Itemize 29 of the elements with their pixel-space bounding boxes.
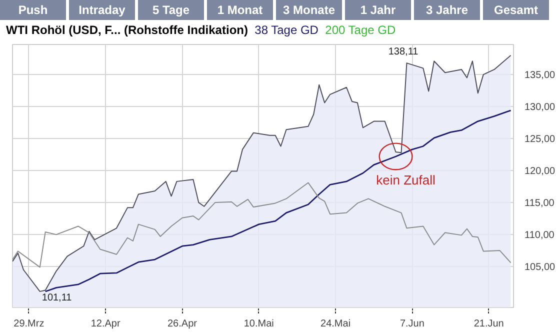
y-tick-label: 130,00 <box>524 102 556 114</box>
legend-label: 200 Tage GD <box>325 23 396 37</box>
line-series <box>44 110 512 292</box>
text: 1 Jahr <box>360 2 396 19</box>
text: 1 Monat <box>217 2 263 19</box>
y-tick-label: 125,00 <box>524 134 556 146</box>
x-tick-label: 24.Mai <box>320 318 351 330</box>
text: 5 Tage <box>152 2 190 19</box>
y-tick-label: 120,00 <box>524 166 556 178</box>
y-tick-label: 110,00 <box>524 230 555 242</box>
text: Intraday <box>78 2 126 19</box>
chart-title: WTI Rohöl (USD, F... (Rohstoffe Indikation) <box>6 23 248 37</box>
text: Gesamt <box>494 2 538 19</box>
y-tick-label: 115,00 <box>524 198 555 210</box>
x-tick-label: 29.Mrz <box>14 318 44 330</box>
annotation: kein Zufall <box>376 172 436 188</box>
y-tick-label: 105,00 <box>524 262 556 274</box>
text: Push <box>18 2 48 19</box>
y-tick-label: 135,00 <box>524 70 556 82</box>
x-tick-label: 26.Apr <box>168 318 198 330</box>
text: 38 Tage GD <box>254 23 318 37</box>
annotation: 138,11 <box>388 46 419 58</box>
x-tick-label: 10.Mai <box>244 318 274 330</box>
x-tick-label: 21.Jun <box>474 318 504 330</box>
text: 3 Jahre <box>426 2 468 19</box>
annotation: 101,11 <box>42 292 72 304</box>
x-tick-label: 12.Apr <box>90 318 121 330</box>
x-tick-label: 7.Jun <box>400 318 424 330</box>
text: 3 Monate <box>282 2 335 19</box>
